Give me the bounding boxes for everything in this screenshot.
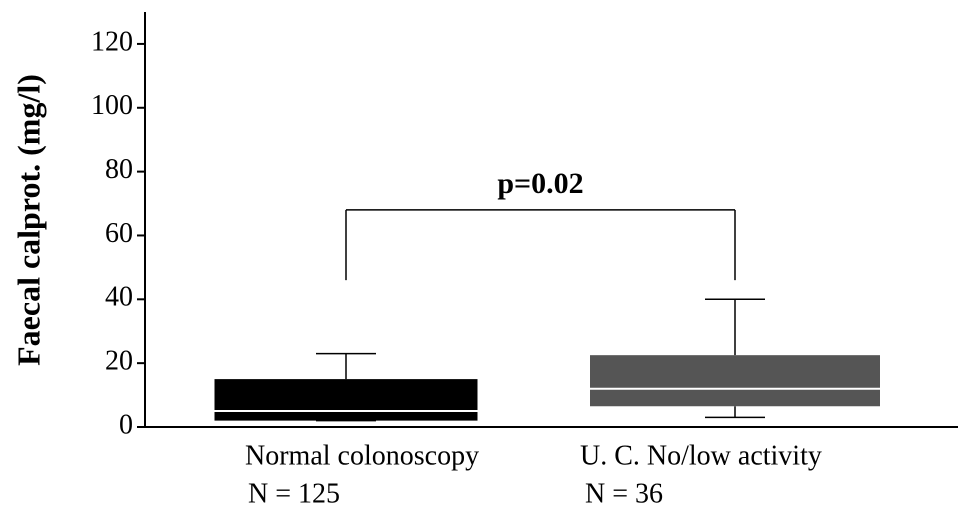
annotation: p=0.02 [497, 167, 583, 200]
y-tick-label: 100 [91, 90, 133, 121]
y-tick-label: 80 [105, 154, 133, 185]
n-label: N = 36 [585, 478, 663, 509]
n-label: N = 125 [248, 478, 340, 509]
y-tick-label: 0 [119, 409, 133, 440]
y-tick-label: 40 [105, 282, 133, 313]
y-axis-label: Faecal calprot. (mg/l) [10, 74, 46, 366]
y-tick-label: 60 [105, 218, 133, 249]
x-tick-label: Normal colonoscopy [245, 440, 479, 471]
y-tick-label: 20 [105, 346, 133, 377]
x-tick-label: U. C. No/low activity [580, 440, 822, 471]
box [590, 355, 880, 407]
y-tick-label: 120 [91, 26, 133, 57]
box [214, 379, 478, 421]
